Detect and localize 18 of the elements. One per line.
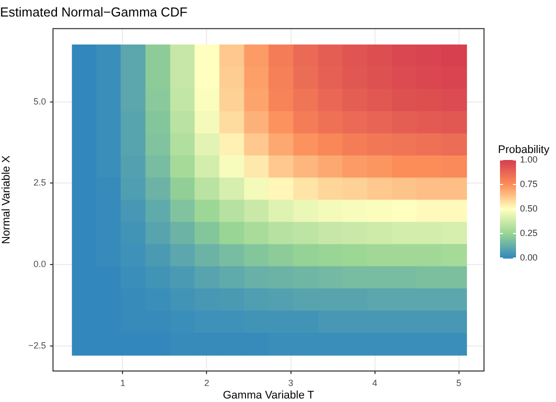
color-bar-label: 0.00 — [520, 252, 538, 262]
x-tick-label: 2 — [204, 378, 210, 388]
y-tick-label: 5.0 — [33, 96, 46, 106]
y-axis-title: Normal Variable X — [0, 154, 13, 244]
x-tick-label: 3 — [288, 378, 294, 388]
x-tick-label: 4 — [372, 378, 378, 388]
x-tick-label: 5 — [456, 378, 462, 388]
color-bar-label: 0.75 — [520, 178, 538, 189]
color-bar-title: Probability — [498, 144, 550, 156]
color-bar-label: 1.00 — [520, 154, 538, 164]
y-tick-label: −2.5 — [28, 340, 46, 350]
y-tick-label: 0.0 — [33, 259, 46, 270]
x-tick-label: 1 — [120, 378, 126, 388]
y-tick-label: 2.5 — [33, 178, 46, 188]
color-bar-label: 0.25 — [520, 228, 538, 238]
x-axis-title: Gamma Variable T — [222, 389, 314, 402]
chart-title: Estimated Normal−Gamma CDF — [0, 4, 188, 20]
color-bar-label: 0.50 — [520, 203, 538, 214]
